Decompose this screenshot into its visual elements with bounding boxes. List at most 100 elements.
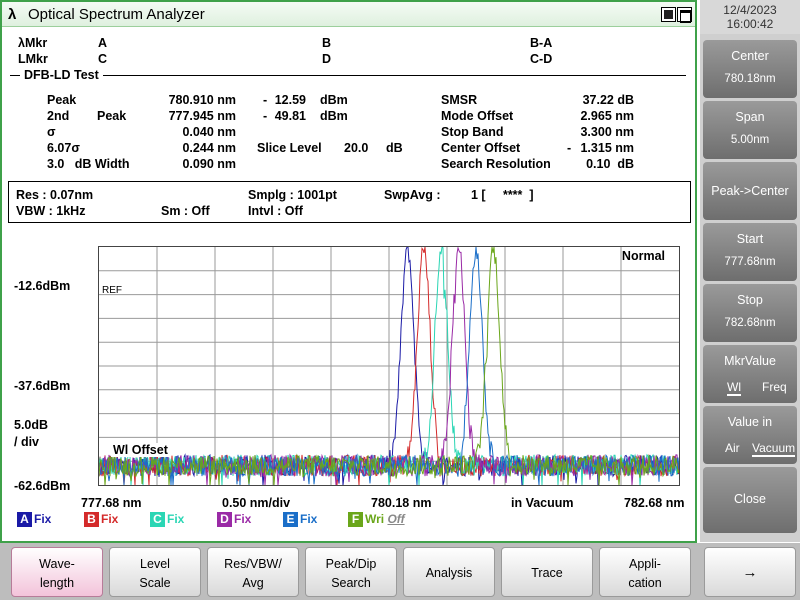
measurement-parameters: [8, 181, 691, 223]
sigma6-value: 0.244 nm: [182, 141, 236, 155]
wavelength-marker-label: λMkr: [18, 36, 48, 50]
sigma6-label: 6.07σ: [47, 141, 80, 155]
function-key-bar: Wave- length Level Scale Res/VBW/ Avg Pe…: [0, 543, 800, 600]
wavelength-offset-label: Wl Offset: [111, 443, 170, 457]
marker-b-label: B: [322, 36, 332, 50]
trace-f-status[interactable]: F Wri Off: [348, 512, 405, 529]
start-softkey[interactable]: Start 777.68nm: [703, 223, 797, 281]
spectrum-plot[interactable]: Normal REF Wl Offset: [98, 246, 680, 486]
second-peak-label: 2nd: [47, 109, 70, 123]
second-peak-sub-label: Peak: [97, 109, 127, 123]
second-peak-level: 49.81: [274, 109, 306, 123]
marker-value-freq-option[interactable]: Freq: [762, 380, 787, 394]
value-in-softkey[interactable]: Value in Air Vacuum: [703, 406, 797, 464]
scale-unit: / div: [14, 435, 40, 449]
trace-e-status[interactable]: E Fix: [283, 512, 317, 529]
marker-value-wl-option[interactable]: Wl: [727, 380, 741, 396]
sampling-setting: Smplg : 1001pt: [248, 188, 337, 202]
stop-wavelength-label: 782.68 nm: [624, 496, 685, 510]
trace-d-status[interactable]: D Fix: [217, 512, 251, 529]
dfb-divider: [10, 75, 686, 76]
stop-softkey-value: 782.68nm: [724, 317, 776, 329]
center-wavelength-label: 780.18 nm: [371, 496, 432, 510]
application-key-line2: cation: [628, 576, 662, 590]
trace-d-letter: D: [217, 512, 232, 527]
wavelength-key-line1: Wave-: [39, 557, 75, 571]
trace-a-status[interactable]: A Fix: [17, 512, 51, 529]
second-peak-sign: -: [263, 109, 268, 123]
peak-label: Peak: [47, 93, 77, 107]
stop-softkey[interactable]: Stop 782.68nm: [703, 284, 797, 342]
trace-e-letter: E: [283, 512, 298, 527]
smsr-value: 37.22 dB: [582, 93, 634, 107]
peak-sign: -: [263, 93, 268, 107]
smoothing-setting: Sm : Off: [161, 204, 210, 218]
display-mode: Normal: [621, 249, 665, 263]
level-scale-function-key[interactable]: Level Scale: [109, 547, 201, 597]
center-softkey[interactable]: Center 780.18nm: [703, 40, 797, 98]
resolution-setting: Res : 0.07nm: [16, 188, 94, 202]
window-title: Optical Spectrum Analyzer: [28, 6, 205, 23]
second-peak-wavelength: 777.945 nm: [168, 109, 236, 123]
peak-dip-search-function-key[interactable]: Peak/Dip Search: [305, 547, 397, 597]
sigma-label: σ: [47, 125, 56, 139]
marker-a-label: A: [98, 36, 108, 50]
span-softkey-value: 5.00nm: [730, 134, 770, 146]
stop-band-label: Stop Band: [441, 125, 504, 139]
marker-ba-label: B-A: [530, 36, 553, 50]
spectrum-trace-f: [99, 247, 679, 485]
start-softkey-label: Start: [736, 232, 764, 246]
trace-f-extra: Off: [387, 512, 405, 526]
ref-marker-label: REF: [102, 285, 122, 296]
marker-value-softkey[interactable]: MkrValue Wl Freq: [703, 345, 797, 403]
slice-level-value: 20.0: [344, 141, 369, 155]
span-softkey-label: Span: [735, 110, 765, 124]
spectrum-trace-c: [99, 247, 679, 485]
medium-label: in Vacuum: [511, 496, 574, 510]
trace-a-letter: A: [17, 512, 32, 527]
arrow-right-icon: →: [742, 564, 758, 581]
search-resolution-value: 0.10 dB: [586, 157, 634, 171]
span-softkey[interactable]: Span 5.00nm: [703, 101, 797, 159]
mode-offset-label: Mode Offset: [441, 109, 514, 123]
trace-b-status[interactable]: B Fix: [84, 512, 118, 529]
trace-c-status[interactable]: C Fix: [150, 512, 184, 529]
peak-level-unit: dBm: [320, 93, 348, 107]
trace-f-mode: Wri: [365, 512, 385, 526]
middle-level: -37.6dBm: [14, 379, 71, 393]
value-in-vacuum-option[interactable]: Vacuum: [752, 441, 796, 457]
marker-c-label: C: [98, 52, 108, 66]
sweep-average-label: SwpAvg :: [384, 188, 441, 202]
center-softkey-value: 780.18nm: [724, 73, 776, 85]
marker-d-label: D: [322, 52, 332, 66]
db-width-label: 3.0 dB Width: [47, 157, 130, 171]
next-page-function-key[interactable]: →: [704, 547, 796, 597]
close-softkey[interactable]: Close: [703, 467, 797, 533]
spectrum-chart: [99, 247, 679, 485]
trace-f-letter: F: [348, 512, 363, 527]
clock: 12/4/2023 16:00:42: [700, 0, 800, 34]
analyzer-window: λ Optical Spectrum Analyzer λMkr A B B-A…: [0, 0, 697, 543]
wavelength-function-key[interactable]: Wave- length: [11, 547, 103, 597]
res-vbw-avg-function-key[interactable]: Res/VBW/ Avg: [207, 547, 299, 597]
trace-function-key[interactable]: Trace: [501, 547, 593, 597]
application-function-key[interactable]: Appli- cation: [599, 547, 691, 597]
analysis-function-key[interactable]: Analysis: [403, 547, 495, 597]
minimize-button[interactable]: [661, 7, 676, 22]
level-marker-label: LMkr: [18, 52, 48, 66]
trace-c-mode: Fix: [167, 512, 185, 526]
clock-time: 16:00:42: [726, 17, 774, 31]
second-peak-unit: dBm: [320, 109, 348, 123]
restore-button[interactable]: [677, 7, 692, 23]
dfb-test-title: DFB-LD Test: [20, 68, 103, 82]
sweep-average-value: 1 [ **** ]: [471, 188, 534, 202]
center-offset-sign: -: [567, 141, 572, 155]
center-offset-value: 1.315 nm: [580, 141, 634, 155]
res-vbw-avg-key-line1: Res/VBW/: [224, 557, 282, 571]
search-resolution-label: Search Resolution: [441, 157, 551, 171]
peak-to-center-softkey[interactable]: Peak->Center: [703, 162, 797, 220]
wavelength-key-line2: length: [39, 576, 75, 590]
spectrum-trace-e: [99, 247, 679, 485]
lambda-icon: λ: [8, 6, 17, 23]
value-in-air-option[interactable]: Air: [725, 441, 740, 455]
